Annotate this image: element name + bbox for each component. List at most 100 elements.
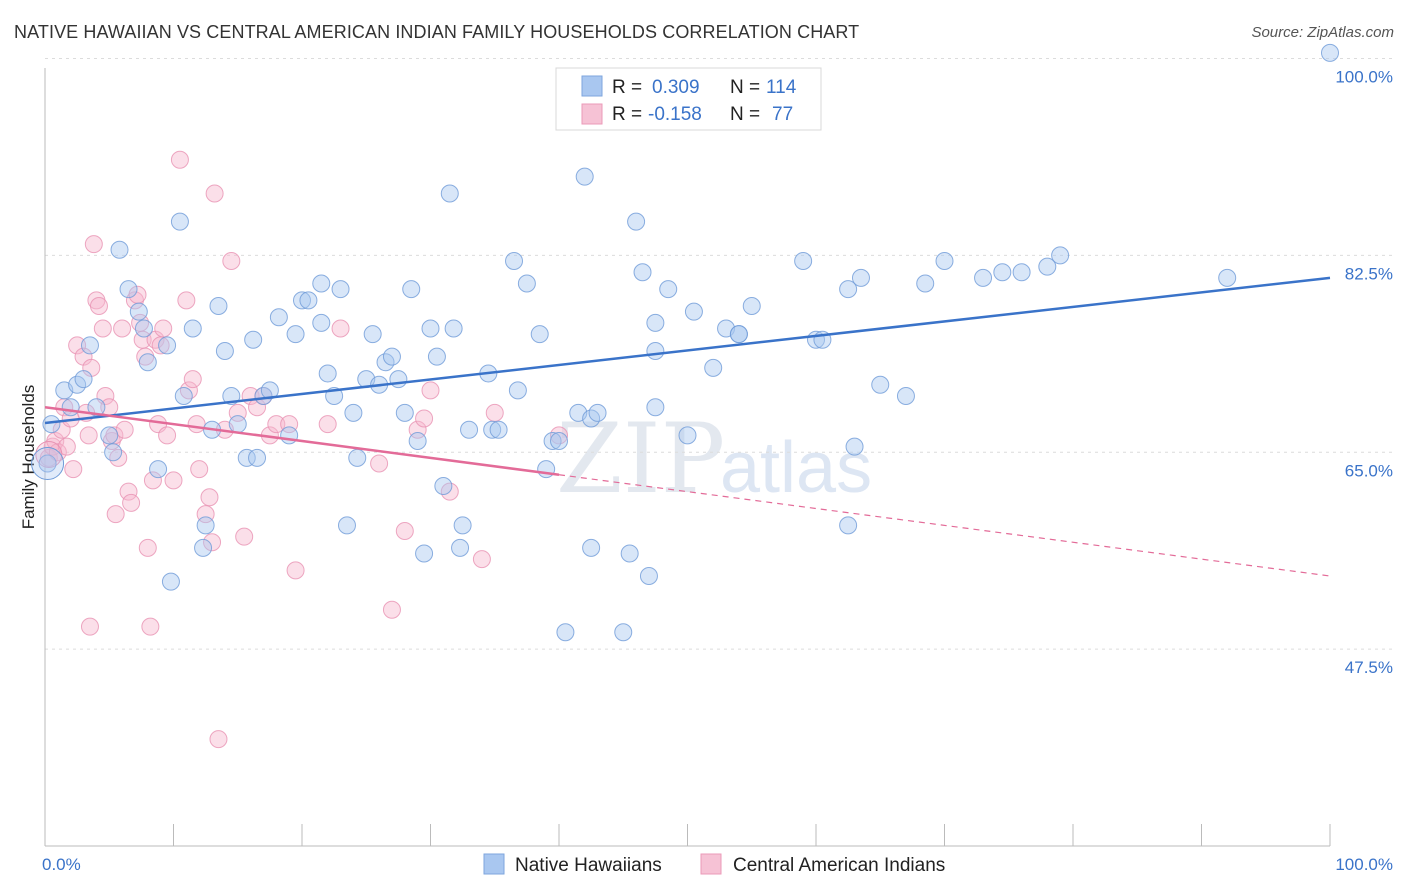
- pink-data-point: [106, 505, 125, 524]
- blue-data-point: [1051, 246, 1070, 265]
- legend-n-value-blue: 114: [766, 77, 797, 98]
- blue-data-point: [38, 454, 57, 473]
- blue-data-point: [543, 432, 562, 450]
- blue-data-point: [1038, 257, 1057, 276]
- pink-data-point: [382, 600, 401, 619]
- blue-data-point: [174, 387, 193, 405]
- pink-data-point: [203, 533, 222, 552]
- blue-data-point: [415, 544, 434, 563]
- blue-data-point: [434, 477, 453, 495]
- blue-data-point: [896, 387, 915, 405]
- pink-data-point: [415, 409, 434, 428]
- pink-data-point: [209, 730, 228, 749]
- pink-data-point: [80, 617, 99, 636]
- pink-data-point: [93, 319, 112, 338]
- blue-data-point: [129, 302, 148, 321]
- blue-data-point: [483, 420, 502, 439]
- blue-data-point: [389, 370, 408, 389]
- blue-data-point: [134, 319, 153, 338]
- blue-data-point: [639, 567, 658, 585]
- legend-swatch-pink: [581, 103, 603, 125]
- pink-data-point: [200, 488, 219, 507]
- blue-data-point: [839, 280, 858, 299]
- blue-data-point: [1218, 268, 1237, 287]
- pink-data-point: [115, 420, 134, 439]
- pink-data-point: [164, 471, 183, 490]
- pink-data-point: [267, 415, 286, 434]
- blue-data-point: [395, 403, 414, 422]
- blue-data-point: [530, 325, 549, 344]
- blue-data-point: [550, 432, 568, 450]
- blue-data-point: [508, 381, 527, 400]
- bottom-legend-label-pink: Central American Indians: [733, 855, 945, 876]
- blue-data-point: [87, 398, 106, 417]
- blue-data-point: [794, 252, 813, 270]
- trend-extension-central-american-indians: [558, 474, 1331, 577]
- pink-data-point: [57, 437, 76, 456]
- blue-data-point: [337, 516, 356, 535]
- pink-data-point: [138, 538, 157, 557]
- blue-data-point: [260, 381, 279, 400]
- pink-data-point: [143, 471, 162, 490]
- chart-title: NATIVE HAWAIIAN VS CENTRAL AMERICAN INDI…: [14, 22, 860, 42]
- blue-data-point: [183, 319, 202, 338]
- gridlines: [45, 58, 1393, 650]
- blue-data-point: [451, 538, 470, 557]
- blue-data-point: [244, 330, 263, 349]
- blue-data-point: [871, 375, 890, 394]
- blue-data-point: [614, 623, 633, 642]
- pink-data-point: [331, 319, 350, 338]
- x-tick-label-max: 100.0%: [1335, 855, 1393, 874]
- y-tick-label: 82.5%: [1345, 264, 1393, 283]
- blue-data-point: [620, 544, 639, 563]
- pink-data-point: [472, 550, 491, 569]
- blue-data-point: [318, 364, 337, 383]
- pink-data-point: [395, 522, 414, 540]
- blue-data-point: [248, 448, 267, 467]
- blue-data-point: [149, 460, 168, 479]
- pink-data-point: [79, 426, 98, 445]
- y-tick-label: 47.5%: [1345, 658, 1393, 677]
- pink-data-point: [68, 336, 87, 355]
- blue-data-point: [161, 572, 180, 591]
- blue-data-point: [704, 358, 723, 377]
- pink-data-point: [39, 448, 58, 467]
- blue-data-point: [505, 252, 524, 270]
- blue-data-point: [627, 212, 646, 231]
- pink-data-point: [109, 448, 128, 467]
- blue-data-point: [196, 516, 215, 535]
- y-tick-labels: 47.5% 65.0% 82.5% 100.0%: [1335, 68, 1393, 678]
- pink-data-point: [141, 617, 160, 636]
- blue-data-point: [286, 325, 305, 344]
- blue-data-point: [684, 302, 703, 321]
- blue-data-point: [517, 274, 536, 293]
- legend-r-label-blue: R =: [612, 77, 642, 98]
- bottom-legend-label-blue: Native Hawaiians: [515, 855, 662, 876]
- pink-data-point: [122, 493, 141, 512]
- blue-data-point: [1321, 43, 1339, 62]
- blue-data-point: [299, 291, 318, 310]
- blue-data-point: [851, 268, 870, 287]
- blue-data-point: [1012, 263, 1031, 282]
- blue-data-point: [119, 280, 138, 299]
- blue-data-point: [729, 325, 748, 344]
- blue-data-point: [104, 443, 123, 462]
- legend-swatch-blue: [581, 75, 603, 97]
- blue-data-point: [993, 263, 1012, 282]
- blue-data-point: [100, 426, 119, 445]
- pink-data-point: [84, 235, 103, 254]
- pink-data-point: [222, 252, 241, 270]
- blue-data-point: [742, 297, 761, 315]
- pink-data-point: [286, 561, 305, 580]
- blue-data-point: [575, 167, 594, 186]
- blue-data-point: [80, 336, 99, 355]
- blue-data-point: [158, 336, 177, 355]
- blue-data-point: [646, 313, 665, 332]
- blue-data-point: [382, 347, 401, 366]
- legend-n-label-pink: N =: [730, 104, 760, 125]
- pink-data-point: [158, 426, 177, 445]
- blue-data-point: [42, 415, 61, 434]
- blue-data-point: [194, 538, 213, 557]
- watermark-atlas: atlas: [720, 428, 872, 508]
